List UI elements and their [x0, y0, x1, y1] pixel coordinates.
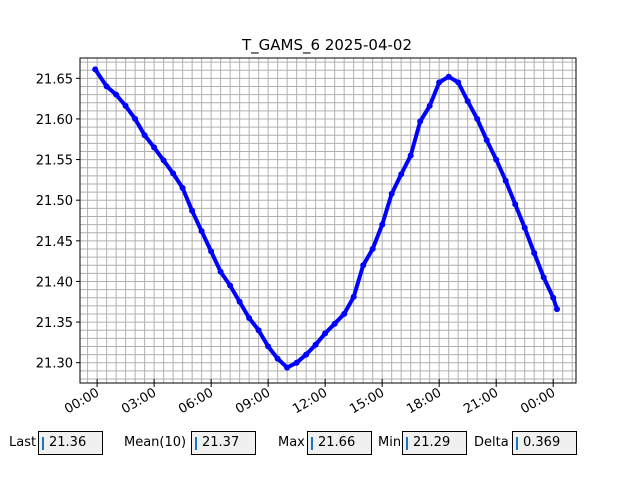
- y-tick-label: 21.35: [36, 316, 73, 331]
- data-point: [540, 274, 547, 281]
- data-point: [284, 364, 291, 371]
- data-point: [198, 228, 205, 235]
- data-point: [246, 315, 253, 321]
- data-point: [521, 224, 528, 231]
- data-point: [341, 310, 348, 317]
- text-caret: [311, 437, 313, 450]
- y-axis: 21.30 21.35 21.40 21.45 21.50 21.55 21.60 21.65: [36, 72, 80, 372]
- x-axis: 00:00 03:00 06:00 09:00 12:00 15:00 18:00 21:00…: [62, 379, 558, 417]
- y-tick-label: 21.30: [36, 357, 73, 372]
- y-tick-label: 21.45: [36, 235, 73, 250]
- data-point: [483, 137, 490, 144]
- data-point: [455, 79, 462, 86]
- data-point: [179, 185, 186, 191]
- data-point: [293, 359, 300, 366]
- stat-value-delta: 0.369: [523, 435, 561, 450]
- data-point: [103, 83, 110, 90]
- series-line: [93, 67, 559, 370]
- stat-label-mean: Mean(10): [124, 435, 187, 450]
- data-point: [151, 144, 158, 151]
- x-tick-label: 09:00: [233, 385, 273, 417]
- data-point: [255, 327, 262, 334]
- data-point: [474, 115, 481, 122]
- stat-field-mean[interactable]: 21.37: [191, 431, 256, 455]
- data-point: [122, 102, 129, 109]
- x-tick-label: 00:00: [62, 385, 102, 417]
- data-point: [388, 190, 395, 197]
- data-point: [160, 157, 167, 164]
- stat-value-max: 21.66: [318, 435, 356, 450]
- text-caret: [516, 437, 518, 450]
- data-point: [407, 152, 414, 159]
- x-tick-label: 12:00: [290, 385, 330, 417]
- stat-label-last: Last: [9, 435, 37, 450]
- data-point: [531, 250, 538, 256]
- data-point: [208, 248, 215, 255]
- x-tick-label: 03:00: [119, 385, 159, 417]
- data-point: [502, 177, 509, 184]
- data-point: [360, 262, 367, 269]
- grid: [80, 58, 576, 383]
- text-caret: [195, 437, 197, 450]
- series-line-layer: [93, 67, 559, 370]
- y-tick-label: 21.55: [36, 154, 73, 169]
- data-point: [445, 73, 452, 80]
- data-point: [303, 351, 310, 358]
- data-point: [170, 170, 177, 177]
- stat-label-max: Max: [278, 435, 305, 450]
- x-tick-label: 00:00: [518, 385, 558, 417]
- stat-field-delta[interactable]: 0.369: [512, 431, 577, 455]
- text-caret: [42, 437, 44, 450]
- data-point: [322, 330, 329, 337]
- stat-value-last: 21.36: [49, 435, 87, 450]
- stat-value-mean: 21.37: [202, 435, 240, 450]
- stat-field-max[interactable]: 21.66: [307, 431, 372, 455]
- data-point: [236, 298, 243, 305]
- stat-label-min: Min: [378, 435, 402, 450]
- data-point: [132, 115, 139, 122]
- data-point: [217, 268, 224, 275]
- data-point: [398, 171, 405, 178]
- data-point: [436, 79, 443, 86]
- x-tick-label: 18:00: [404, 385, 444, 417]
- data-point: [331, 320, 338, 327]
- data-point: [550, 294, 557, 301]
- data-point: [92, 66, 99, 73]
- data-point: [265, 343, 272, 350]
- data-point: [113, 91, 120, 98]
- data-point: [274, 355, 281, 362]
- data-point: [350, 293, 357, 300]
- data-point: [369, 245, 376, 252]
- text-caret: [406, 437, 408, 450]
- x-tick-label: 06:00: [176, 385, 216, 417]
- data-point: [417, 118, 424, 125]
- data-point: [189, 207, 196, 214]
- series-points-layer: [92, 66, 560, 371]
- chart-title: T_GAMS_6 2025-04-02: [241, 36, 412, 55]
- stat-field-min[interactable]: 21.29: [402, 431, 467, 455]
- data-point: [227, 282, 234, 289]
- x-tick-label: 21:00: [461, 385, 501, 417]
- y-tick-label: 21.40: [36, 275, 73, 290]
- x-tick-label: 15:00: [347, 385, 387, 417]
- y-tick-label: 21.65: [36, 72, 73, 87]
- data-point: [464, 98, 471, 105]
- plot-frame: [79, 57, 577, 384]
- data-point: [512, 201, 519, 208]
- y-tick-label: 21.60: [36, 113, 73, 128]
- data-point: [141, 132, 148, 139]
- y-tick-label: 21.50: [36, 194, 73, 209]
- stat-value-min: 21.29: [413, 435, 451, 450]
- stat-field-last[interactable]: 21.36: [38, 431, 103, 455]
- stat-label-delta: Delta: [474, 435, 509, 450]
- data-point: [493, 156, 500, 163]
- data-point: [379, 221, 386, 228]
- data-point: [554, 306, 560, 313]
- data-point: [312, 341, 319, 348]
- data-point: [426, 102, 433, 109]
